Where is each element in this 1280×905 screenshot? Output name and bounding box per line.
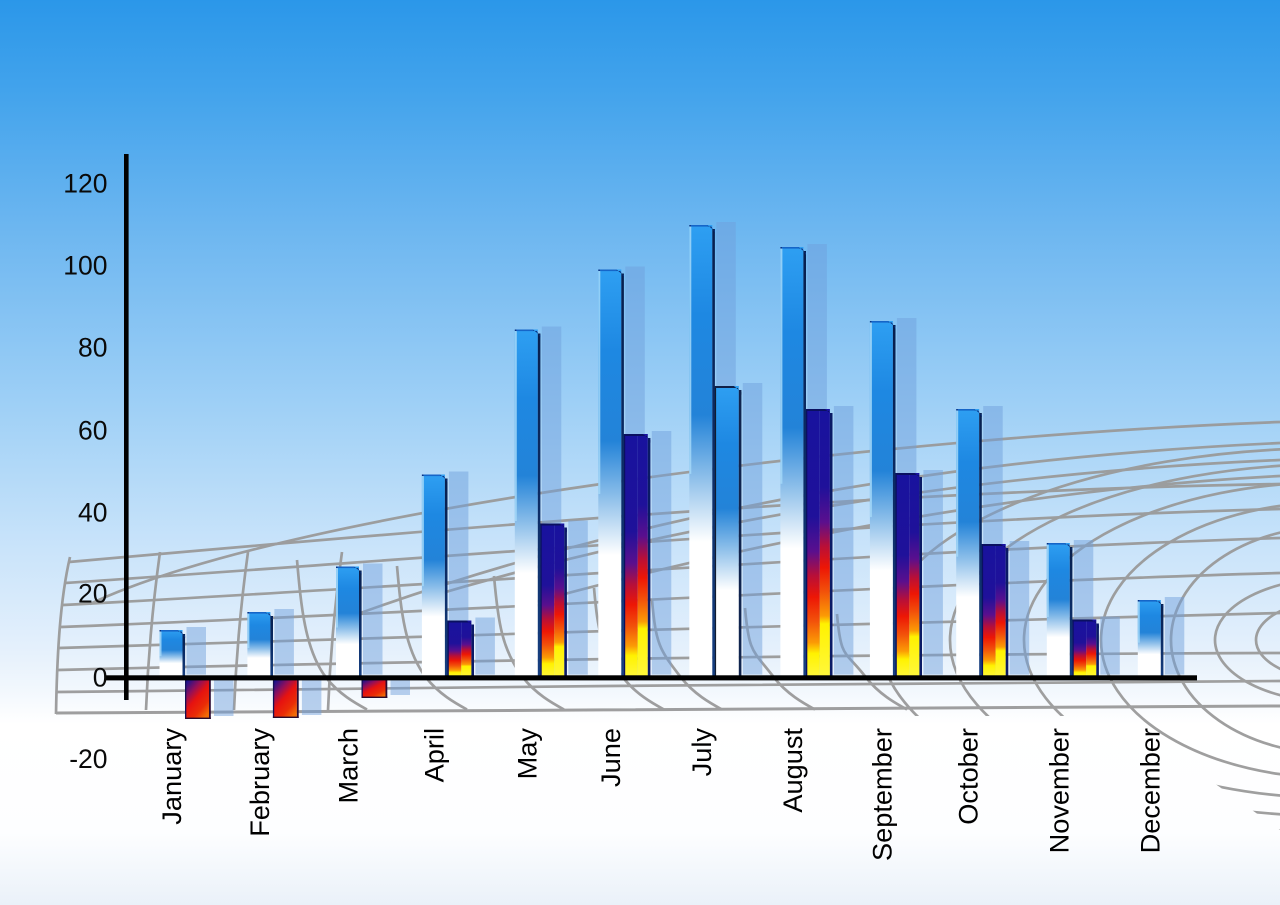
svg-text:20: 20 [78,579,107,609]
svg-text:60: 60 [78,416,107,446]
svg-text:January: January [156,728,187,825]
svg-text:100: 100 [63,251,107,281]
svg-text:40: 40 [78,498,107,528]
svg-text:December: December [1134,728,1165,853]
svg-text:120: 120 [63,169,107,199]
svg-text:February: February [244,728,275,837]
svg-text:-20: -20 [69,744,107,774]
svg-text:November: November [1043,728,1074,853]
svg-text:October: October [953,728,984,825]
svg-text:March: March [333,728,364,804]
svg-text:April: April [418,728,449,782]
svg-text:June: June [595,728,626,787]
svg-text:May: May [511,728,542,780]
svg-text:September: September [866,728,897,861]
svg-text:80: 80 [78,333,107,363]
svg-text:July: July [686,728,717,777]
svg-text:0: 0 [93,663,108,693]
svg-text:August: August [777,728,808,813]
